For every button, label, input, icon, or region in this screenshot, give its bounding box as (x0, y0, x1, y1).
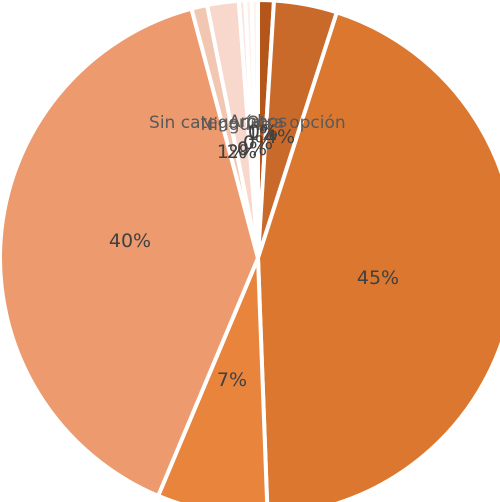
slice-value-label: 2% (227, 141, 257, 163)
slice-value-label: 7% (217, 369, 247, 391)
slice-value-label: 1% (247, 123, 277, 145)
slice-category-label: Ninguna (201, 115, 272, 135)
slice-value-label: 45% (357, 267, 399, 289)
pie-slice (249, 0, 260, 260)
pie-slice (0, 6, 260, 498)
pie-slice (256, 10, 500, 502)
slice-category-label: Sin categoría (149, 113, 261, 133)
slice-category-label: Otra opción (246, 113, 345, 133)
slice-value-label: 4% (265, 126, 295, 148)
slice-value-label: 0% (243, 132, 273, 154)
slice-value-label: 0% (237, 138, 267, 160)
slice-category-label: Ambos (229, 112, 287, 132)
slice-value-label: 1% (217, 141, 247, 163)
slice-value-label: 0% (248, 121, 278, 143)
pie-slice (156, 256, 270, 502)
slice-value-label: 40% (109, 230, 151, 252)
